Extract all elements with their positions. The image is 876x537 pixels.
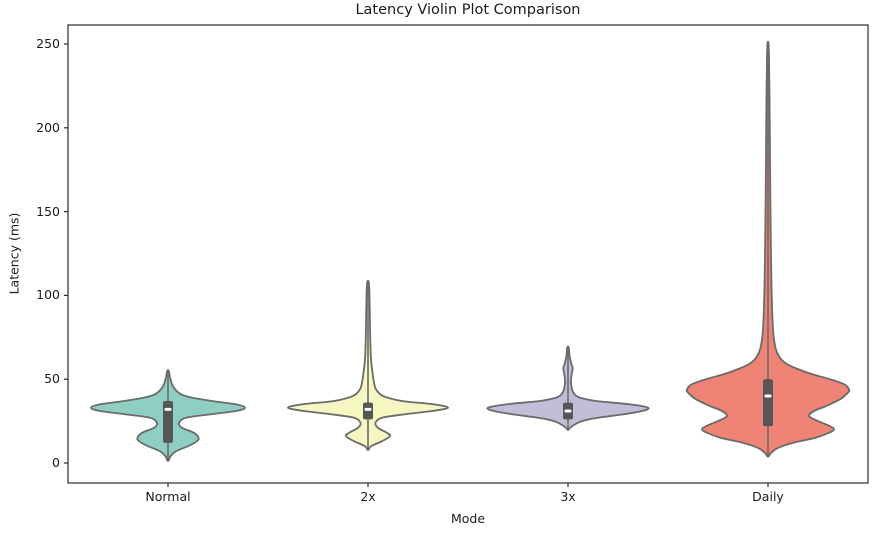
median-normal <box>164 407 172 411</box>
iqr-box-normal <box>163 400 173 443</box>
iqr-box-2x <box>363 402 373 420</box>
y-tick-label-250: 250 <box>36 36 60 51</box>
median-daily <box>764 394 772 398</box>
y-tick-label-0: 0 <box>52 455 60 470</box>
y-tick-label-150: 150 <box>36 203 60 219</box>
chart-title: Latency Violin Plot Comparison <box>355 2 581 18</box>
x-tick-label-3x: 3x <box>560 489 576 504</box>
x-tick-label-normal: Normal <box>145 489 191 504</box>
x-tick-label-daily: Daily <box>752 489 784 504</box>
plot-border <box>67 24 869 484</box>
y-tick-label-50: 50 <box>44 371 60 387</box>
y-tick-label-100: 100 <box>36 287 60 303</box>
median-2x <box>364 407 372 411</box>
x-axis-label: Mode <box>450 511 486 526</box>
y-tick-label-200: 200 <box>36 119 60 135</box>
x-tick-label-2x: 2x <box>360 489 376 504</box>
median-3x <box>564 409 572 413</box>
iqr-box-daily <box>763 379 773 427</box>
